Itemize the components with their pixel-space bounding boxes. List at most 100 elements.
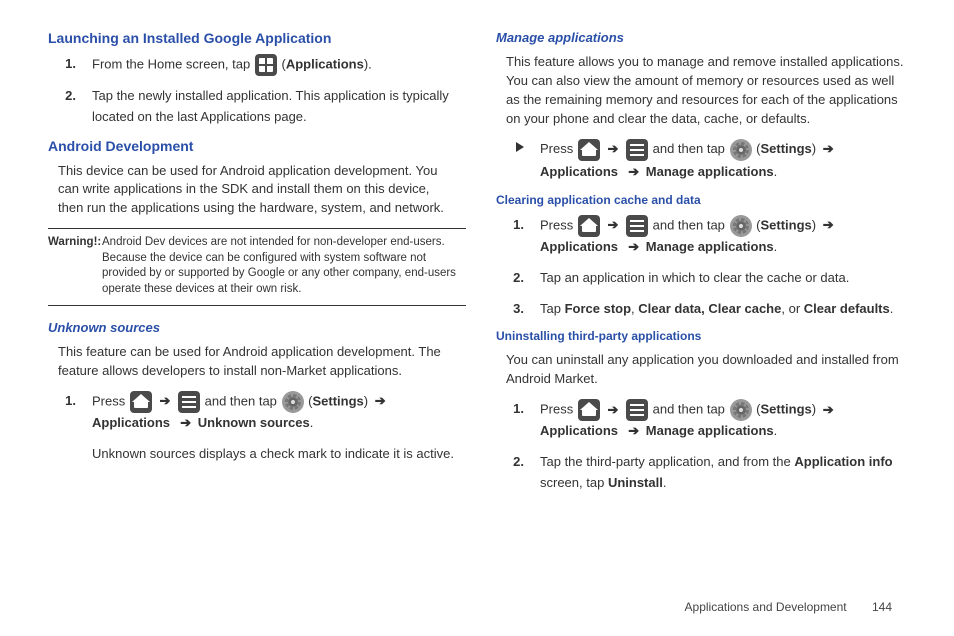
home-icon [578,399,600,421]
menu-icon [626,139,648,161]
text: . [663,475,667,490]
unknown-sources-body: This feature can be used for Android app… [58,343,456,381]
text: Tap an application in which to clear the… [540,270,849,285]
step-1: 1. Press ➔ and then tap (Settings) ➔ App… [78,391,466,434]
step-1: 1. From the Home screen, tap (Applicatio… [78,54,466,76]
settings-label: Settings [760,141,811,156]
text: Tap the third-party application, and fro… [540,454,794,469]
menu-icon [178,391,200,413]
applications-label: Applications [286,56,364,71]
manage-applications-label: Manage applications [646,164,774,179]
text: ). [364,56,372,71]
unknown-sources-steps: 1. Press ➔ and then tap (Settings) ➔ App… [48,391,466,434]
right-column: Manage applications This feature allows … [496,28,914,504]
gear-icon [730,399,752,421]
arrow-icon: ➔ [607,402,618,417]
left-column: Launching an Installed Google Applicatio… [48,28,466,504]
android-dev-body: This device can be used for Android appl… [58,162,456,219]
text: Tap [540,301,565,316]
step-1: 1. Press ➔ and then tap (Settings) ➔ App… [526,399,914,442]
settings-label: Settings [760,217,811,232]
heading-uninstall: Uninstalling third-party applications [496,329,914,343]
applications-label: Applications [540,423,618,438]
step-number: 3. [504,299,524,320]
application-info-label: Application info [794,454,892,469]
heading-clearing-cache: Clearing application cache and data [496,193,914,207]
step-3: 3. Tap Force stop, Clear data, Clear cac… [526,299,914,320]
text: Press [540,402,577,417]
gear-icon [730,215,752,237]
manage-apps-body: This feature allows you to manage and re… [506,53,904,128]
step-number: 1. [56,391,76,412]
text: . [890,301,894,316]
text: and then tap [653,402,729,417]
step-number: 1. [504,399,524,420]
apps-icon [255,54,277,76]
arrow-icon: ➔ [375,393,386,408]
heading-launching: Launching an Installed Google Applicatio… [48,30,466,46]
text: and then tap [205,393,281,408]
arrow-icon: ➔ [628,239,639,254]
uninstall-steps: 1. Press ➔ and then tap (Settings) ➔ App… [496,399,914,493]
arrow-icon: ➔ [159,393,170,408]
manage-applications-label: Manage applications [646,423,774,438]
warning-box: Warning!: Android Dev devices are not in… [48,228,466,306]
text: Press [540,217,577,232]
launching-steps: 1. From the Home screen, tap (Applicatio… [48,54,466,128]
step-2: 2. Tap an application in which to clear … [526,268,914,289]
uninstall-body: You can uninstall any application you do… [506,351,904,389]
applications-label: Applications [540,164,618,179]
menu-icon [626,399,648,421]
step-number: 1. [56,54,76,75]
arrow-icon: ➔ [628,423,639,438]
text: Tap the newly installed application. Thi… [92,88,449,124]
step-2: 2. Tap the third-party application, and … [526,452,914,494]
arrow-icon: ➔ [823,141,834,156]
settings-label: Settings [760,402,811,417]
clearing-cache-steps: 1. Press ➔ and then tap (Settings) ➔ App… [496,215,914,319]
home-icon [578,215,600,237]
text: , or [781,301,803,316]
unknown-sources-note: Unknown sources displays a check mark to… [48,444,466,464]
text: screen, tap [540,475,608,490]
heading-manage-apps: Manage applications [496,30,914,45]
arrow-icon: ➔ [607,217,618,232]
uninstall-label: Uninstall [608,475,663,490]
warning-label: Warning!: [48,235,102,251]
force-stop-label: Force stop [565,301,631,316]
text: Press [540,141,577,156]
home-icon [578,139,600,161]
footer-page-number: 144 [872,600,892,614]
text: Press [92,393,129,408]
settings-label: Settings [312,393,363,408]
bullet-item: Press ➔ and then tap (Settings) ➔ Applic… [530,138,914,183]
step-number: 2. [504,268,524,289]
arrow-icon: ➔ [823,402,834,417]
step-number: 2. [56,86,76,107]
step-2: 2. Tap the newly installed application. … [78,86,466,128]
footer-section: Applications and Development [685,600,847,614]
heading-unknown-sources: Unknown sources [48,320,466,335]
clear-defaults-label: Clear defaults [804,301,890,316]
manage-apps-bullet: Press ➔ and then tap (Settings) ➔ Applic… [496,138,914,183]
step-1: 1. Press ➔ and then tap (Settings) ➔ App… [526,215,914,258]
arrow-icon: ➔ [607,141,618,156]
manage-applications-label: Manage applications [646,239,774,254]
text: From the Home screen, tap [92,56,254,71]
warning-text: Android Dev devices are not intended for… [102,235,466,297]
arrow-icon: ➔ [180,415,191,430]
unknown-sources-label: Unknown sources [198,415,310,430]
step-number: 1. [504,215,524,236]
arrow-icon: ➔ [823,217,834,232]
gear-icon [730,139,752,161]
home-icon [130,391,152,413]
text: and then tap [653,217,729,232]
applications-label: Applications [92,415,170,430]
step-number: 2. [504,452,524,473]
text: and then tap [653,141,729,156]
gear-icon [282,391,304,413]
arrow-icon: ➔ [628,164,639,179]
clear-data-cache-label: Clear data, Clear cache [638,301,781,316]
page-footer: Applications and Development 144 [685,600,892,614]
applications-label: Applications [540,239,618,254]
